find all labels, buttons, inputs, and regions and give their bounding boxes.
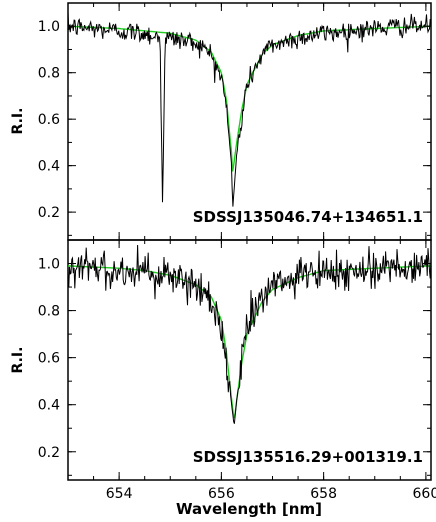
x-tick-label: 658 xyxy=(310,486,337,502)
y-tick-label: 0.8 xyxy=(38,304,60,320)
top-model-fit-line xyxy=(67,25,432,172)
x-axis-title: Wavelength [nm] xyxy=(176,500,322,518)
top-observed-spectrum-line xyxy=(67,12,432,207)
y-tick-label: 0.8 xyxy=(38,66,60,82)
y-tick-label: 1.0 xyxy=(38,19,60,35)
top-object-label: SDSSJ135046.74+134651.1 xyxy=(193,208,423,226)
bottom-model-fit-line xyxy=(68,265,431,419)
y-tick-label: 0.2 xyxy=(38,205,60,221)
bottom-spectrum-panel: 0.2 0.4 0.6 0.8 1.0 654 656 658 660 R.I. SDSSJ1… xyxy=(10,239,436,502)
y-tick-label: 0.6 xyxy=(38,112,60,128)
y-tick-label: 0.4 xyxy=(38,159,60,175)
top-spectrum-panel: 0.2 0.4 0.6 0.8 1.0 R.I. SDSSJ135046.74+1346… xyxy=(10,2,432,241)
y-tick-label: 0.4 xyxy=(38,398,60,414)
y-tick-label: 0.6 xyxy=(38,351,60,367)
y-tick-label: 0.2 xyxy=(38,445,60,461)
bottom-object-label: SDSSJ135516.29+001319.1 xyxy=(193,448,423,466)
top-y-axis-label: R.I. xyxy=(10,108,26,135)
bottom-panel-frame xyxy=(67,239,432,481)
bottom-observed-spectrum-line xyxy=(67,244,432,424)
bottom-y-axis-label: R.I. xyxy=(10,347,26,374)
x-tick-label: 656 xyxy=(208,486,235,502)
x-tick-label: 660 xyxy=(413,486,436,502)
y-tick-label: 1.0 xyxy=(38,257,60,273)
x-tick-label: 654 xyxy=(106,486,133,502)
